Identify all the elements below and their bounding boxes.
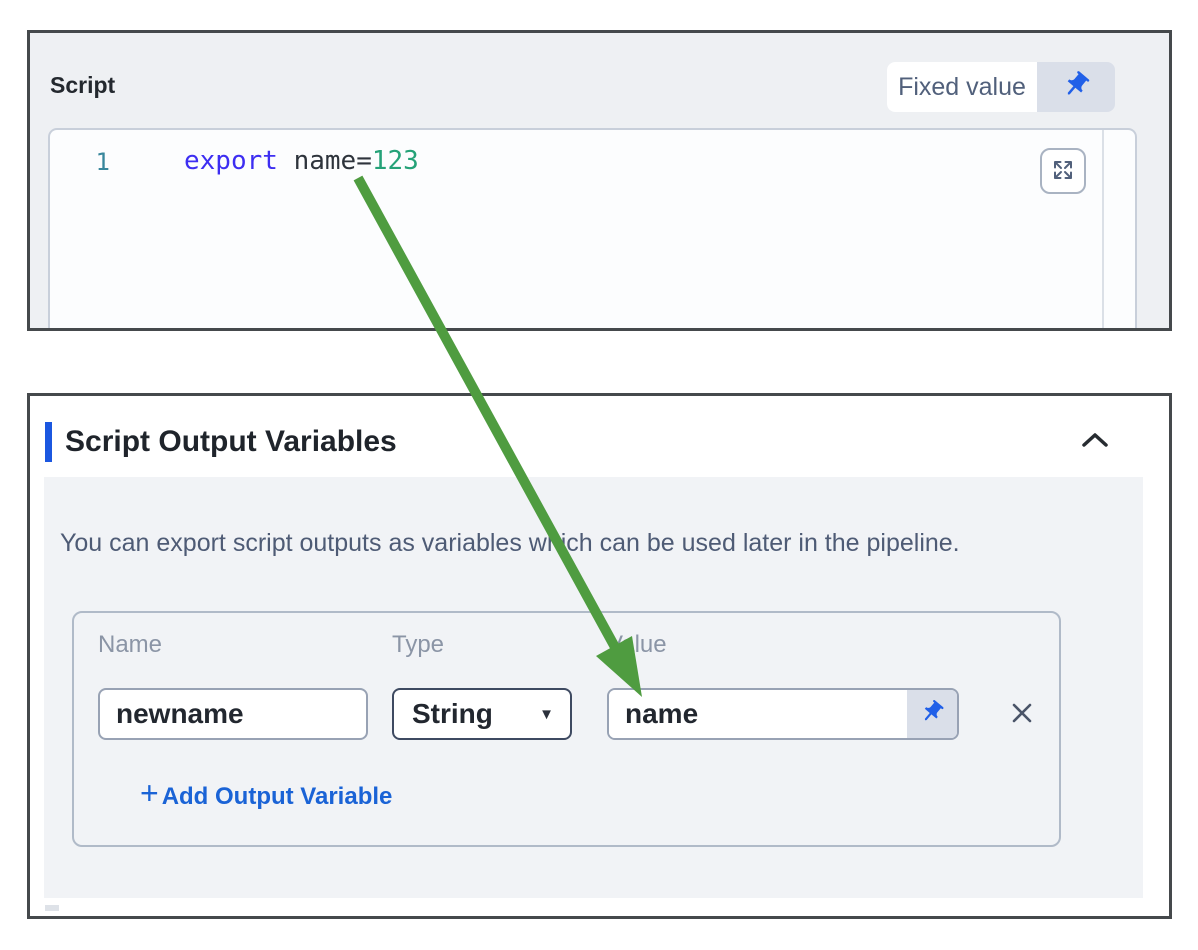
output-variable-card: Name Type Value String ▼ (72, 611, 1061, 847)
remove-variable-button[interactable] (1002, 694, 1042, 734)
variable-type-select[interactable]: String ▼ (392, 688, 572, 740)
fixed-value-button[interactable]: Fixed value (887, 62, 1037, 112)
script-field-label: Script (50, 72, 116, 98)
script-panel: Script Fixed value 1 export name=123 (27, 30, 1172, 331)
pin-icon (919, 699, 945, 730)
plus-icon: + (140, 775, 159, 811)
variable-value-field[interactable] (607, 688, 959, 740)
code-line: export name=123 (184, 146, 419, 176)
pin-toggle-button[interactable] (1037, 62, 1115, 112)
variable-value-input[interactable] (609, 690, 907, 738)
value-column-label: Value (607, 631, 667, 658)
line-number: 1 (95, 148, 110, 176)
chevron-up-icon (1081, 432, 1109, 451)
variable-name-input[interactable] (98, 688, 368, 740)
output-variables-body: You can export script outputs as variabl… (44, 477, 1143, 898)
expand-icon (1051, 158, 1075, 185)
add-output-variable-label: Add Output Variable (161, 783, 393, 810)
code-number: 123 (371, 146, 419, 176)
editor-scrollbar[interactable] (1102, 130, 1104, 328)
add-output-variable-button[interactable]: + Add Output Variable (140, 775, 393, 811)
code-keyword: export (184, 146, 278, 176)
script-output-variables-panel: Script Output Variables You can export s… (27, 393, 1172, 919)
variable-type-value: String (412, 698, 493, 729)
collapse-section-button[interactable] (1077, 426, 1113, 456)
close-icon (1009, 700, 1035, 729)
pin-icon (1061, 70, 1091, 105)
type-column-label: Type (392, 631, 445, 658)
caret-down-icon: ▼ (539, 705, 554, 723)
value-pin-toggle-button[interactable] (907, 690, 957, 738)
section-accent-bar (45, 422, 52, 462)
input-type-selector[interactable]: Fixed value (887, 62, 1115, 112)
expand-editor-button[interactable] (1040, 148, 1086, 194)
name-column-label: Name (98, 631, 163, 658)
output-variables-description: You can export script outputs as variabl… (60, 529, 960, 557)
section-title: Script Output Variables (65, 425, 397, 458)
next-section-partial (45, 905, 59, 911)
code-plain: name= (277, 146, 372, 176)
script-code-editor[interactable]: 1 export name=123 (48, 128, 1137, 328)
